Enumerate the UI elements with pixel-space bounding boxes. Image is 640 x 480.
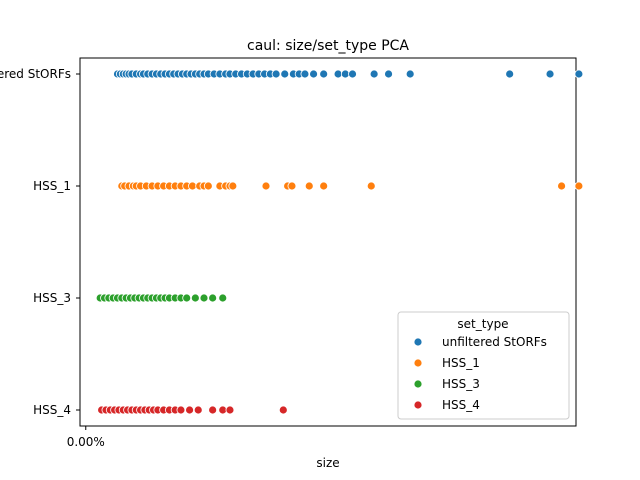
data-point-hss-1 [557,181,566,191]
data-point-hss-1 [203,181,213,191]
legend-box [397,311,570,420]
legend-label-hss-1: HSS_1 [442,356,480,370]
data-point-hss-3 [182,293,192,303]
data-point-unfiltered-storfs [348,69,357,79]
data-point-unfiltered-storfs [300,69,310,79]
y-tick-label-hss-1: HSS_1 [33,179,71,193]
y-axis: unfiltered StORFs HSS_1 HSS_3 HSS_4 [0,67,80,417]
data-point-hss-1 [366,181,376,191]
data-point-hss-1 [287,181,297,191]
data-point-hss-4 [218,405,228,415]
data-point-hss-1 [574,181,584,191]
plot-area [79,57,577,427]
data-point-hss-1 [304,181,314,191]
legend-label-hss-4: HSS_4 [442,398,480,412]
data-point-hss-4 [278,405,288,415]
y-tick-label-hss-4: HSS_4 [33,403,71,417]
data-point-unfiltered-storfs [340,69,350,79]
data-point-hss-1 [261,181,271,191]
data-point-unfiltered-storfs [319,69,329,79]
y-tick-label-hss-3: HSS_3 [33,291,71,305]
data-point-hss-3 [218,293,228,303]
data-point-hss-4 [193,405,203,415]
y-tick-label-unfiltered-storfs: unfiltered StORFs [0,67,71,81]
x-axis: 0.00% [67,426,105,449]
data-point-hss-3 [190,293,200,303]
data-point-unfiltered-storfs [545,69,555,79]
chart-title: caul: size/set_type PCA [247,38,409,54]
data-point-hss-4 [185,405,194,415]
legend-label-hss-3: HSS_3 [442,377,480,391]
data-point-unfiltered-storfs [309,69,318,79]
legend-label-unfiltered-storfs: unfiltered StORFs [442,335,547,349]
data-point-unfiltered-storfs [271,69,281,79]
legend-marker-unfiltered-storfs [413,337,423,347]
data-point-hss-3 [199,293,209,303]
legend-marker-hss-4 [413,400,423,410]
data-point-unfiltered-storfs [574,69,584,79]
legend-title: set_type [457,317,508,331]
data-point-unfiltered-storfs [405,69,415,79]
data-point-unfiltered-storfs [505,69,515,79]
data-point-unfiltered-storfs [384,69,393,79]
data-point-hss-4 [208,405,218,415]
data-points [95,69,584,415]
legend-marker-hss-3 [413,379,423,389]
x-tick-label: 0.00% [67,435,105,449]
data-point-hss-4 [225,405,235,415]
data-point-hss-1 [228,181,238,191]
legend: set_type unfiltered StORFs HSS_1 HSS_3 HSS_… [397,311,570,420]
data-point-unfiltered-storfs [369,69,379,79]
data-point-hss-1 [188,181,197,191]
data-point-unfiltered-storfs [333,69,343,79]
x-axis-label: size [316,456,339,470]
data-point-hss-1 [319,181,329,191]
legend-marker-hss-1 [413,358,423,368]
data-point-hss-4 [176,405,186,415]
data-point-hss-3 [208,293,218,303]
data-point-unfiltered-storfs [280,69,290,79]
